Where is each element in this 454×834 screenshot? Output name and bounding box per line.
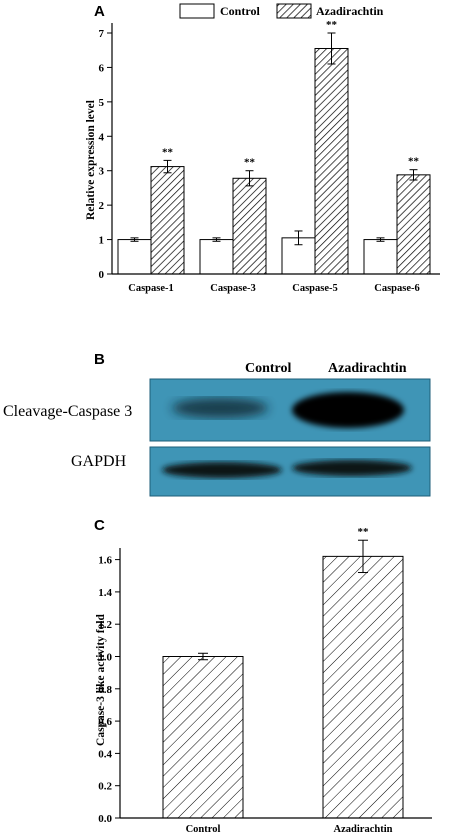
chart-c-ytick-label: 0.2 <box>98 781 112 793</box>
chart-c-ytick-label: 0.8 <box>98 684 112 696</box>
chart-a-ytick-label: 0 <box>99 269 105 281</box>
chart-c-ytick-label: 1.2 <box>98 619 112 631</box>
chart-c-ytick-label: 1.0 <box>98 652 112 664</box>
chart-c-category-label: Control <box>186 824 221 834</box>
chart-a-ytick-label: 3 <box>99 166 105 178</box>
chart-c-plot: 0.0 0.2 0.4 0.6 0.8 1.0 1.2 1.4 1.6 Control ** Azad… <box>98 526 404 834</box>
bar-azadirachtin <box>314 47 349 275</box>
significance-marker: ** <box>358 526 370 538</box>
chart-c-ytick-label: 0.6 <box>98 716 112 728</box>
chart-a-ytick-label: 1 <box>99 235 105 247</box>
legend-swatch-control <box>179 3 215 19</box>
chart-a-ytick-label: 5 <box>99 97 105 109</box>
panel-b: B Control Azadirachtin Cleavage-Caspase … <box>3 351 431 497</box>
chart-a-ytick-label: 4 <box>99 131 105 143</box>
bar-azadirachtin <box>396 174 431 275</box>
chart-a-category-label: Caspase-5 <box>292 283 338 294</box>
chart-c-ytick-label: 1.6 <box>98 555 112 567</box>
blot-row-label-gapdh: GAPDH <box>71 453 127 470</box>
blot-col-label-control: Control <box>245 361 292 376</box>
chart-c-ytick-label: 1.4 <box>98 587 112 599</box>
legend-swatch-azadirachtin <box>276 3 312 19</box>
bar-activity <box>322 555 404 819</box>
bar-control <box>199 239 234 275</box>
blot-row-label-cleavage-caspase-3: Cleavage-Caspase 3 <box>3 403 132 420</box>
chart-a-ylabel: Relative expression level <box>85 100 97 220</box>
chart-a-ytick-label: 2 <box>99 200 105 212</box>
chart-c-ytick-label: 0.0 <box>98 813 112 825</box>
panel-c-letter: C <box>94 517 105 534</box>
blot-col-label-azadirachtin: Azadirachtin <box>328 361 407 376</box>
chart-a-ytick-label: 7 <box>99 28 105 40</box>
chart-c-ytick-label: 0.4 <box>98 748 112 760</box>
significance-marker: ** <box>244 157 256 169</box>
bar-control <box>117 239 152 275</box>
significance-marker: ** <box>408 156 420 168</box>
legend: Control Azadirachtin <box>179 3 384 19</box>
chart-a-category-label: Caspase-1 <box>128 283 174 294</box>
legend-label-azadirachtin: Azadirachtin <box>316 4 384 18</box>
blot-image-gapdh <box>149 446 431 497</box>
panel-b-letter: B <box>94 351 105 368</box>
chart-c-ylabel: Caspase-3 like activity fold <box>95 613 107 746</box>
chart-c-category-label: Azadirachtin <box>334 824 393 834</box>
panel-a-letter: A <box>94 3 105 20</box>
panel-c: C Caspase-3 like activity fold 0.0 0.2 0.4… <box>94 517 432 834</box>
significance-marker: ** <box>326 19 338 31</box>
chart-a-ytick-label: 6 <box>99 62 105 74</box>
chart-a-category-label: Caspase-3 <box>210 283 256 294</box>
blot-image-cleavage-caspase-3 <box>149 378 431 442</box>
significance-marker: ** <box>162 146 174 158</box>
bar-azadirachtin <box>150 166 185 275</box>
bar-activity <box>162 656 244 819</box>
bar-azadirachtin <box>232 177 267 275</box>
chart-a-plot: 0 1 2 3 4 5 6 7 ** Caspase-1 ** Caspase-3 ** Caspase-… <box>99 19 431 294</box>
chart-a-category-label: Caspase-6 <box>374 283 420 294</box>
bar-control <box>363 239 398 275</box>
panel-a: A Control Azadirachtin Relative expressi… <box>85 3 440 294</box>
legend-label-control: Control <box>220 4 260 18</box>
